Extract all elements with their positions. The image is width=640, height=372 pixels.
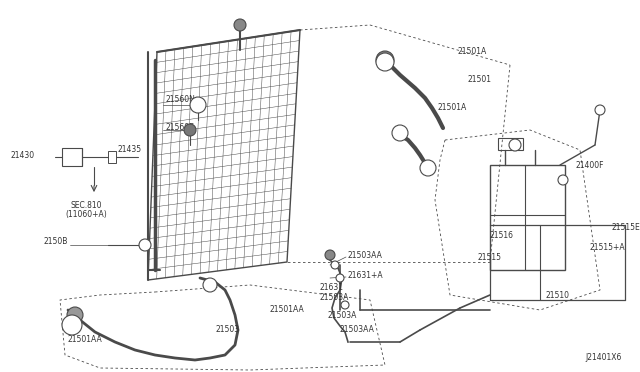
Text: (11060+A): (11060+A) [65, 211, 107, 219]
Text: 21503A: 21503A [320, 294, 349, 302]
Circle shape [139, 239, 151, 251]
Circle shape [558, 175, 568, 185]
Bar [498, 138, 523, 150]
Text: 21515E: 21515E [612, 224, 640, 232]
Text: 21501A: 21501A [458, 48, 487, 57]
Circle shape [62, 315, 82, 335]
Bar [490, 165, 565, 270]
Text: 21503: 21503 [215, 326, 239, 334]
Circle shape [392, 125, 408, 141]
Circle shape [203, 278, 217, 292]
Text: 21631: 21631 [320, 283, 344, 292]
Circle shape [336, 274, 344, 282]
Circle shape [331, 261, 339, 269]
Text: 21560N: 21560N [165, 96, 195, 105]
Circle shape [376, 51, 394, 69]
Circle shape [420, 160, 436, 176]
Text: 21503AA: 21503AA [340, 326, 375, 334]
Text: 21501AA: 21501AA [270, 305, 305, 314]
Circle shape [595, 105, 605, 115]
Text: SEC.810: SEC.810 [70, 201, 102, 209]
Text: 21503AA: 21503AA [348, 250, 383, 260]
Text: 21515: 21515 [478, 253, 502, 263]
Text: J21401X6: J21401X6 [586, 353, 622, 362]
Circle shape [67, 307, 83, 323]
Text: 21503A: 21503A [328, 311, 357, 320]
Text: 21501: 21501 [468, 76, 492, 84]
Circle shape [325, 250, 335, 260]
Text: 21516: 21516 [490, 231, 514, 240]
Circle shape [234, 19, 246, 31]
Text: 21560E: 21560E [165, 124, 194, 132]
Circle shape [376, 53, 394, 71]
Bar [108, 151, 116, 163]
Circle shape [509, 139, 521, 151]
Bar [62, 148, 82, 166]
Text: 21400F: 21400F [575, 160, 604, 170]
Text: 21435: 21435 [118, 145, 142, 154]
Text: 21501A: 21501A [438, 103, 467, 112]
Text: 21501AA: 21501AA [68, 336, 103, 344]
Text: 21430: 21430 [11, 151, 35, 160]
Circle shape [190, 97, 206, 113]
Text: 21515+A: 21515+A [590, 244, 626, 253]
Text: 21510: 21510 [545, 291, 569, 299]
Circle shape [341, 301, 349, 309]
Circle shape [184, 124, 196, 136]
Text: 21631+A: 21631+A [348, 270, 383, 279]
Text: 2150B: 2150B [44, 237, 68, 247]
